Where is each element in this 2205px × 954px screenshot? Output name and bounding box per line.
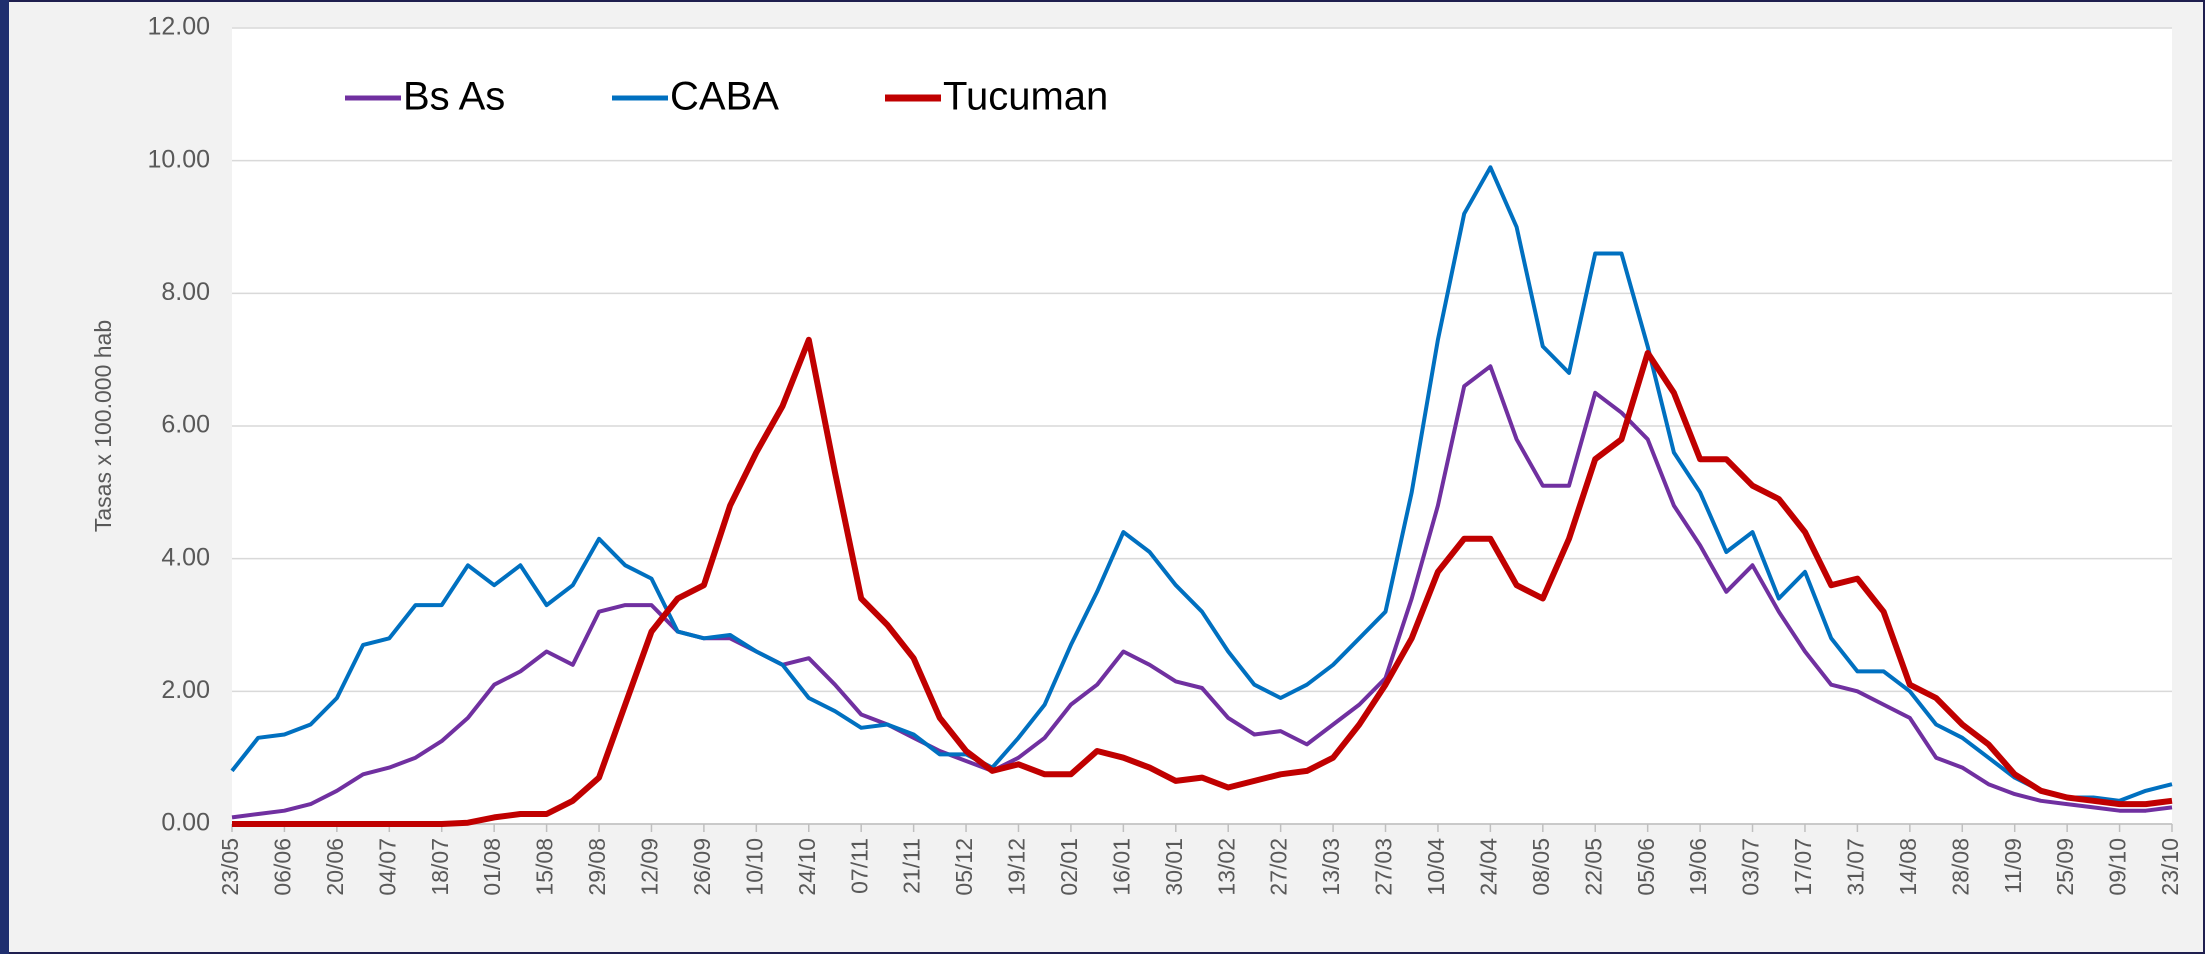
x-tick-label: 10/04 [1423,838,1449,896]
x-tick-label: 23/10 [2157,838,2183,896]
x-tick-label: 06/06 [270,838,296,896]
x-tick-label: 24/04 [1475,838,1501,896]
x-tick-label: 30/01 [1161,838,1187,896]
series-line [232,336,2173,827]
series-line [230,165,2173,803]
x-tick-label: 26/09 [689,838,715,896]
y-tick-label: 2.00 [161,676,210,704]
x-tick-label: 18/07 [427,838,453,896]
series-line [231,364,2173,820]
x-tick-label: 15/08 [532,838,558,896]
y-tick-label: 4.00 [161,543,210,571]
x-tick-label: 03/07 [1738,838,1764,896]
x-tick-label: 19/06 [1685,838,1711,896]
x-tick-label: 08/05 [1528,838,1554,896]
x-tick-label: 16/01 [1108,838,1134,896]
y-tick-label: 10.00 [147,145,210,173]
legend-label: Bs As [403,75,505,119]
x-tick-label: 04/07 [374,838,400,896]
x-tick-label: 21/11 [899,838,925,894]
x-tick-label: 10/10 [741,838,767,896]
x-tick-label: 13/03 [1318,838,1344,896]
x-tick-label: 02/01 [1056,838,1082,896]
x-tick-label: 23/05 [217,838,243,896]
x-tick-label: 01/08 [479,838,505,896]
x-tick-label: 25/09 [2052,838,2078,896]
x-tick-label: 05/06 [1633,838,1659,896]
x-tick-label: 12/09 [637,838,663,896]
y-tick-label: 6.00 [161,411,210,439]
x-tick-label: 05/12 [951,838,977,896]
x-tick-label: 19/12 [1004,838,1030,896]
x-tick-label: 07/11 [846,838,872,894]
x-tick-label: 27/03 [1371,838,1397,896]
legend-label: Tucuman [943,75,1108,119]
x-tick-label: 17/07 [1790,838,1816,896]
x-tick-label: 29/08 [584,838,610,896]
y-tick-label: 12.00 [147,13,210,41]
x-tick-label: 27/02 [1266,838,1292,896]
x-tick-label: 20/06 [322,838,348,896]
x-tick-label: 31/07 [1842,838,1868,896]
y-tick-label: 8.00 [161,278,210,306]
x-tick-label: 11/09 [2000,838,2026,894]
x-tick-label: 14/08 [1895,838,1921,896]
x-tick-label: 28/08 [1947,838,1973,896]
x-tick-label: 09/10 [2105,838,2131,896]
y-axis-label: Tasas x 100.000 hab [90,320,116,532]
x-tick-label: 22/05 [1580,838,1606,896]
x-tick-label: 24/10 [794,838,820,896]
side-bar [0,0,9,954]
x-tick-label: 13/02 [1213,838,1239,896]
legend-label: CABA [670,75,779,119]
y-tick-label: 0.00 [161,809,210,837]
